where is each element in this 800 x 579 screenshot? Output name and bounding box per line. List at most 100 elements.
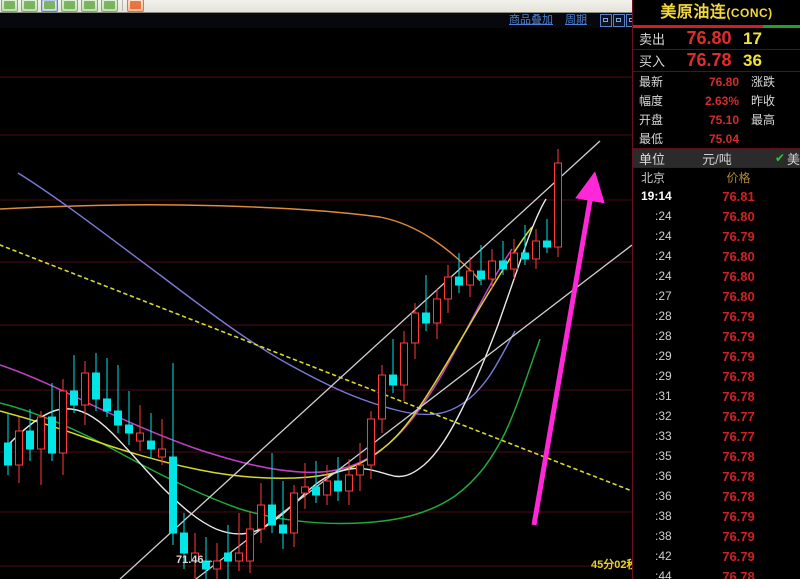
tick-price: 76.78 — [722, 468, 755, 484]
tick-time: :33 — [655, 429, 672, 443]
tick-row[interactable]: :29 76.79 — [633, 346, 800, 366]
tick-price: 76.80 — [722, 268, 755, 284]
tick-row[interactable]: :42 76.79 — [633, 546, 800, 566]
toolbar-button-2[interactable] — [21, 0, 38, 12]
tick-row[interactable]: :36 76.78 — [633, 486, 800, 506]
tick-row[interactable]: :28 76.79 — [633, 306, 800, 326]
instrument-code: (CONC) — [726, 6, 773, 20]
ask-row[interactable]: 卖出 76.80 17 — [633, 28, 800, 50]
toolbar-icon-4 — [64, 1, 75, 9]
tick-row[interactable]: :24 76.80 — [633, 246, 800, 266]
tick-row[interactable]: :24 76.79 — [633, 226, 800, 246]
toolbar-button-5[interactable] — [81, 0, 98, 12]
ask-volume: 17 — [743, 28, 762, 48]
tick-row[interactable]: 19:14 76.81 — [633, 186, 800, 206]
tick-price: 76.81 — [722, 188, 755, 204]
toolbar-icon-2 — [24, 1, 35, 9]
stat-value: 76.80 — [708, 74, 739, 89]
tick-price: 76.78 — [722, 488, 755, 504]
unit-label: 单位 — [639, 151, 666, 167]
quote-panel: 美原油连(CONC) 卖出 76.80 17 买入 76.78 36 最新 76.… — [632, 0, 800, 579]
tick-row[interactable]: :33 76.77 — [633, 426, 800, 446]
tick-price: 76.79 — [722, 308, 755, 324]
tick-price: 76.78 — [722, 368, 755, 384]
check-icon: ✔ — [774, 151, 785, 165]
tick-time: :24 — [655, 229, 672, 243]
tick-time: :36 — [655, 489, 672, 503]
tick-price: 76.80 — [722, 208, 755, 224]
ma-line-blue — [17, 172, 516, 416]
tick-row[interactable]: :44 76.78 — [633, 566, 800, 579]
tick-price: 76.79 — [722, 228, 755, 244]
tick-time: :44 — [655, 569, 672, 579]
bid-row[interactable]: 买入 76.78 36 — [633, 50, 800, 72]
tick-row[interactable]: :24 76.80 — [633, 266, 800, 286]
toolbar-button-6[interactable] — [101, 0, 118, 12]
stat-row: 幅度 2.63% 昨收 — [633, 91, 800, 110]
dashed-trend-line — [0, 244, 632, 492]
tick-row[interactable]: :27 76.80 — [633, 286, 800, 306]
ma-line-orange — [0, 204, 481, 282]
tick-time: :28 — [655, 309, 672, 323]
ma-line-yellow — [0, 226, 533, 479]
tick-row[interactable]: :28 76.79 — [633, 326, 800, 346]
tick-price: 76.78 — [722, 448, 755, 464]
period-link[interactable]: 周期 — [565, 14, 587, 26]
candlestick-chart[interactable] — [0, 13, 632, 579]
unit-currency-truncated: 美 — [786, 151, 800, 167]
unit-row[interactable]: 单位 元/吨 ✔ 美 — [633, 148, 800, 168]
stat-secondary-label: 涨跌 — [751, 75, 776, 89]
tick-row[interactable]: :24 76.80 — [633, 206, 800, 226]
toolbar-button-4[interactable] — [61, 0, 78, 12]
tick-price: 76.77 — [722, 408, 755, 424]
tick-price: 76.79 — [722, 348, 755, 364]
tick-row[interactable]: :38 76.79 — [633, 506, 800, 526]
stat-value: 75.10 — [708, 112, 739, 127]
restore-window-icon[interactable] — [600, 14, 612, 27]
toolbar-button-3[interactable] — [41, 0, 58, 12]
instrument-title: 美原油连(CONC) — [633, 0, 800, 25]
minimize-window-icon[interactable] — [613, 14, 625, 27]
tick-row[interactable]: :36 76.78 — [633, 466, 800, 486]
tick-time: :35 — [655, 449, 672, 463]
countdown-timer: 45分02秒 — [591, 559, 638, 571]
tick-time: :24 — [655, 249, 672, 263]
ratio-red-segment — [633, 25, 764, 28]
stat-row: 最新 76.80 涨跌 — [633, 72, 800, 91]
stats-list: 最新 76.80 涨跌 幅度 2.63% 昨收 开盘 75.10 最高 最低 75.04 — [633, 72, 800, 148]
tick-price: 76.80 — [722, 288, 755, 304]
tick-row[interactable]: :32 76.77 — [633, 406, 800, 426]
toolbar-divider — [122, 0, 123, 11]
chart-canvas — [0, 13, 632, 579]
tick-price: 76.80 — [722, 248, 755, 264]
candle-series — [4, 149, 562, 579]
tick-time: :36 — [655, 469, 672, 483]
ask-label: 卖出 — [639, 32, 666, 47]
tick-list-header: 北京 价格 — [633, 168, 800, 186]
tick-time: :32 — [655, 409, 672, 423]
tick-time: :24 — [655, 209, 672, 223]
tick-row[interactable]: :35 76.78 — [633, 446, 800, 466]
toolbar-button-1[interactable] — [1, 0, 18, 12]
tick-row[interactable]: :31 76.78 — [633, 386, 800, 406]
tick-time: :24 — [655, 269, 672, 283]
toolbar-icon-3 — [44, 1, 55, 9]
stat-label: 最低 — [639, 132, 664, 146]
stat-label: 开盘 — [639, 113, 664, 127]
stat-label: 最新 — [639, 75, 664, 89]
price-marker-arrow-icon: → — [203, 554, 215, 566]
stat-value: 2.63% — [704, 93, 739, 108]
tick-row[interactable]: :38 76.79 — [633, 526, 800, 546]
stat-label: 幅度 — [639, 94, 664, 108]
tick-price: 76.79 — [722, 328, 755, 344]
stat-row: 最低 75.04 — [633, 129, 800, 148]
tick-row[interactable]: :29 76.78 — [633, 366, 800, 386]
bid-ask-ratio-bar — [633, 25, 800, 28]
toolbar-icon-5 — [84, 1, 95, 9]
toolbar-button-7[interactable] — [127, 0, 144, 12]
tick-price: 76.77 — [722, 428, 755, 444]
tick-time: :29 — [655, 349, 672, 363]
top-toolbar — [0, 0, 632, 13]
overlay-link[interactable]: 商品叠加 — [509, 14, 553, 26]
tick-time: :27 — [655, 289, 672, 303]
